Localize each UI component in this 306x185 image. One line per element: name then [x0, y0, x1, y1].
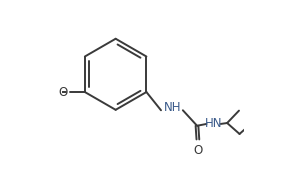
Text: O: O	[59, 85, 68, 99]
Text: HN: HN	[205, 117, 222, 130]
Text: NH: NH	[163, 101, 181, 114]
Text: O: O	[193, 144, 203, 157]
